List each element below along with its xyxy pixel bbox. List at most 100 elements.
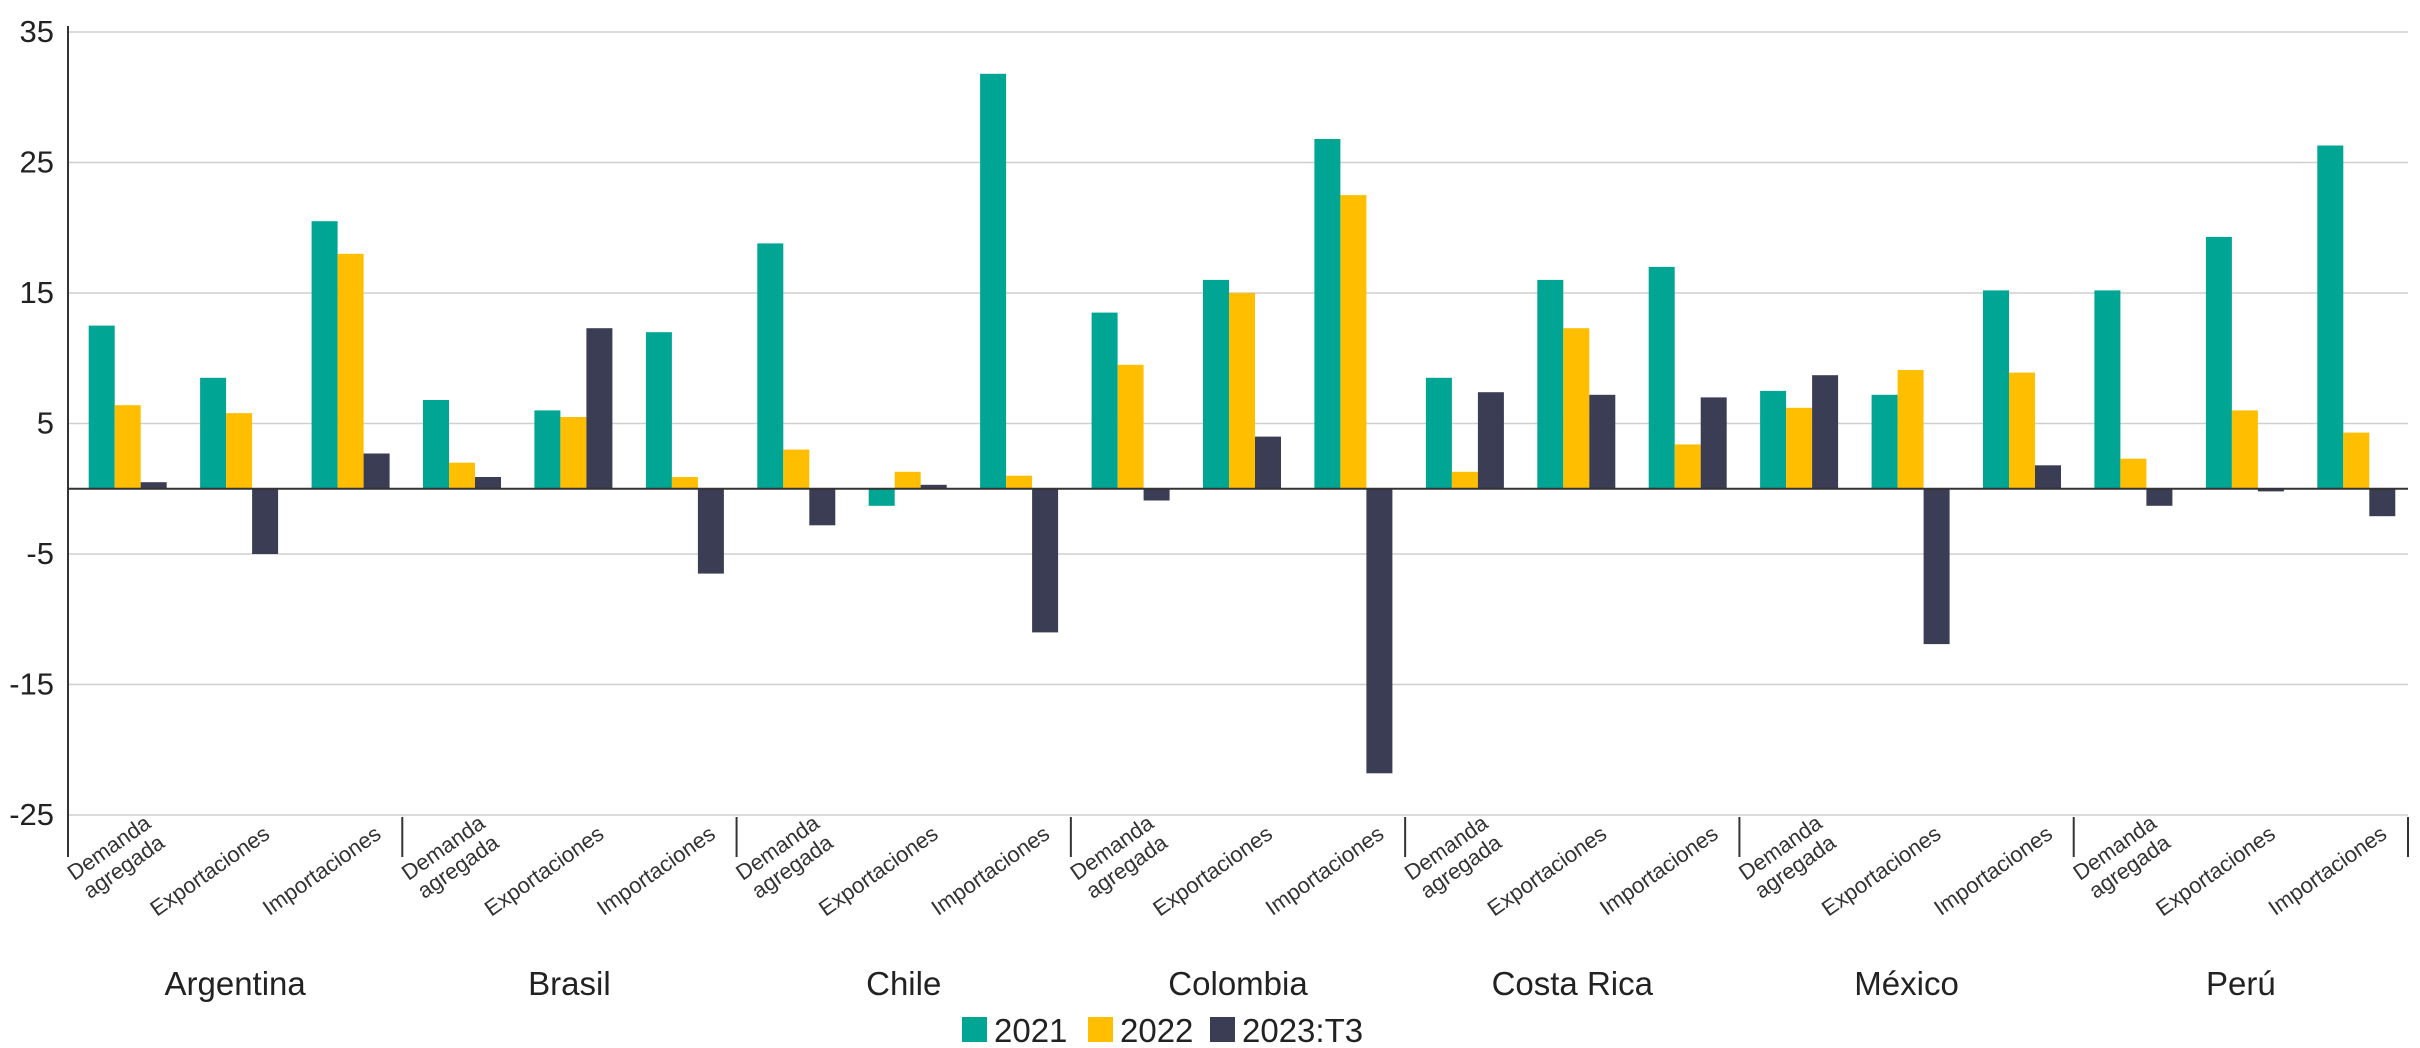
x-category-label-line: Importaciones [2264,821,2392,921]
x-category-label-line: Importaciones [258,821,386,921]
group-label: Perú [2206,965,2276,1002]
x-category-label-line: Exportaciones [145,821,274,921]
bar-2023t3 [140,482,167,489]
bar-2022 [894,471,921,489]
bar-2021 [1425,377,1452,489]
bar-2021 [534,410,561,489]
x-category-label: Exportaciones [1817,821,1946,921]
bar-2021 [1871,394,1898,489]
x-category-label-line: Exportaciones [2151,821,2280,921]
bar-2021 [1648,266,1675,489]
x-category-label: Demandaagregada [1734,810,1841,905]
axes [67,26,2409,857]
x-category-label: Exportaciones [480,821,609,921]
x-category-label: Importaciones [926,821,1054,921]
x-category-label: Importaciones [1261,821,1389,921]
bar-2021 [311,221,338,489]
legend-label: 2021 [994,1012,1067,1048]
x-category-label-line: Exportaciones [1483,821,1612,921]
bar-2022 [2009,372,2035,489]
x-category-label: Demandaagregada [1400,810,1507,905]
x-category-label-line: Exportaciones [814,821,943,921]
bar-2023t3 [2035,465,2061,489]
group-label: Colombia [1168,965,1308,1002]
bar-2023t3 [1032,488,1059,633]
bar-2023t3 [2257,488,2284,492]
x-category-label-line: Importaciones [592,821,720,921]
bar-2021 [757,243,784,489]
x-category-label-line: Importaciones [1929,821,2057,921]
bar-2021 [868,488,895,506]
bar-2023t3 [1143,488,1170,501]
bar-2021 [1091,312,1118,489]
bar-2023t3 [1366,488,1393,774]
legend-label: 2022 [1120,1012,1193,1048]
y-tick-label: 35 [20,14,54,49]
x-category-label: Demandaagregada [2068,810,2175,905]
bar-2022 [1563,328,1590,489]
bar-2021 [200,377,227,489]
bar-2022 [337,253,364,489]
bar-2022 [1006,475,1033,489]
x-category-label: Exportaciones [2151,821,2280,921]
bar-2023t3 [475,477,501,489]
bar-2022 [1451,471,1478,489]
bar-2022 [1897,370,1924,489]
bar-2023t3 [1923,488,1950,645]
bar-2023t3 [2369,488,2396,517]
bar-2022 [1674,444,1701,489]
bar-2022 [1786,407,1813,489]
bar-2021 [980,73,1007,489]
group-label: México [1854,965,1959,1002]
bar-2021 [1983,290,2009,489]
bar-2021 [1537,279,1564,489]
y-tick-label: 5 [37,406,54,441]
legend-swatch [1210,1017,1235,1042]
x-category-label-line: Exportaciones [1148,821,1277,921]
bar-2021 [1314,139,1341,489]
x-category-label: Exportaciones [1483,821,1612,921]
bar-2022 [1229,293,1255,489]
x-category-label: Importaciones [1595,821,1723,921]
bar-2021 [2094,290,2121,489]
y-tick-label: 25 [20,145,54,180]
legend-swatch [1088,1017,1113,1042]
x-category-label: Demandaagregada [1066,810,1173,905]
x-category-label: Exportaciones [1148,821,1277,921]
y-tick-label: -5 [26,536,54,571]
bar-2022 [1340,195,1367,489]
bar-2022 [449,462,475,489]
x-category-label: Importaciones [1929,821,2057,921]
y-tick-label: -25 [9,797,54,832]
bar-2023t3 [2146,488,2173,506]
bar-2023t3 [1700,397,1727,489]
x-category-label: Demandaagregada [63,810,170,905]
x-axis-group-labels: Argentina Brasil Chile Colombia Costa Rica Mé… [165,965,2276,1002]
bar-2021 [1203,279,1229,489]
bar-2021 [423,400,449,489]
bar-2023t3 [1255,436,1281,489]
bar-2021 [2205,236,2232,489]
bar-2021 [88,325,115,489]
bar-2022 [783,449,810,489]
bar-2023t3 [1589,394,1616,489]
x-category-label-line: Importaciones [1261,821,1389,921]
bar-2023t3 [697,488,724,574]
y-tick-label: -15 [9,667,54,702]
x-category-label-line: Importaciones [926,821,1054,921]
group-label: Costa Rica [1492,965,1654,1002]
bar-2022 [114,405,141,489]
bar-2022 [671,477,698,489]
bar-2023t3 [363,453,390,489]
bar-2023t3 [809,488,836,526]
x-category-label: Demandaagregada [397,810,504,905]
bar-2021 [645,332,672,489]
bar-2022 [2120,458,2147,489]
legend-label: 2023:T3 [1242,1012,1363,1048]
bar-2023t3 [1812,375,1839,489]
bar-2022 [226,413,253,489]
bar-2023t3 [586,328,613,489]
x-axis-category-labels: DemandaagregadaExportacionesImportacione… [63,810,2392,922]
legend: 2021 2022 2023:T3 [962,1012,1363,1048]
x-category-label: Importaciones [2264,821,2392,921]
